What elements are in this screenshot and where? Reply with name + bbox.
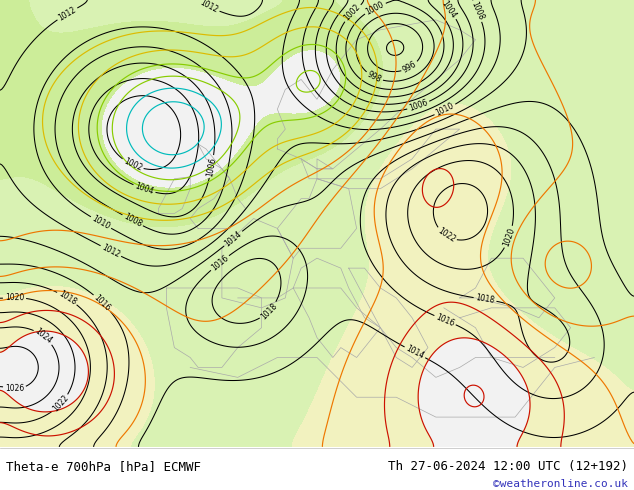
Text: 1022: 1022 — [436, 226, 456, 245]
Text: 1016: 1016 — [434, 312, 456, 328]
Text: 1018: 1018 — [259, 301, 279, 321]
Text: 1010: 1010 — [434, 101, 456, 118]
Text: Theta-e 700hPa [hPa] ECMWF: Theta-e 700hPa [hPa] ECMWF — [6, 460, 202, 473]
Text: 1004: 1004 — [440, 0, 458, 20]
Text: 1020: 1020 — [5, 293, 24, 302]
Text: 1016: 1016 — [209, 253, 230, 272]
Text: 1018: 1018 — [56, 289, 78, 307]
Text: 996: 996 — [401, 60, 418, 75]
Text: 1006: 1006 — [205, 156, 218, 177]
Text: 1000: 1000 — [365, 0, 385, 17]
Text: 1010: 1010 — [90, 214, 112, 231]
Text: 1018: 1018 — [475, 294, 495, 305]
Text: 1024: 1024 — [33, 327, 54, 346]
Text: ©weatheronline.co.uk: ©weatheronline.co.uk — [493, 479, 628, 489]
Text: 1026: 1026 — [5, 384, 24, 393]
Text: 1014: 1014 — [404, 344, 425, 361]
Text: 1008: 1008 — [469, 0, 485, 22]
Text: 998: 998 — [366, 70, 383, 84]
Text: 1022: 1022 — [51, 393, 70, 414]
Text: 1016: 1016 — [92, 293, 112, 313]
Text: 1012: 1012 — [100, 243, 121, 260]
Text: 1014: 1014 — [223, 229, 243, 248]
Text: 1020: 1020 — [501, 226, 517, 247]
Text: 1012: 1012 — [56, 5, 78, 23]
Text: 1006: 1006 — [408, 98, 429, 113]
Text: 1002: 1002 — [342, 3, 362, 23]
Text: 1012: 1012 — [198, 0, 219, 15]
Text: 1002: 1002 — [122, 157, 143, 173]
Text: Th 27-06-2024 12:00 UTC (12+192): Th 27-06-2024 12:00 UTC (12+192) — [387, 460, 628, 473]
Text: 1008: 1008 — [122, 212, 143, 229]
Text: 1004: 1004 — [134, 182, 155, 196]
